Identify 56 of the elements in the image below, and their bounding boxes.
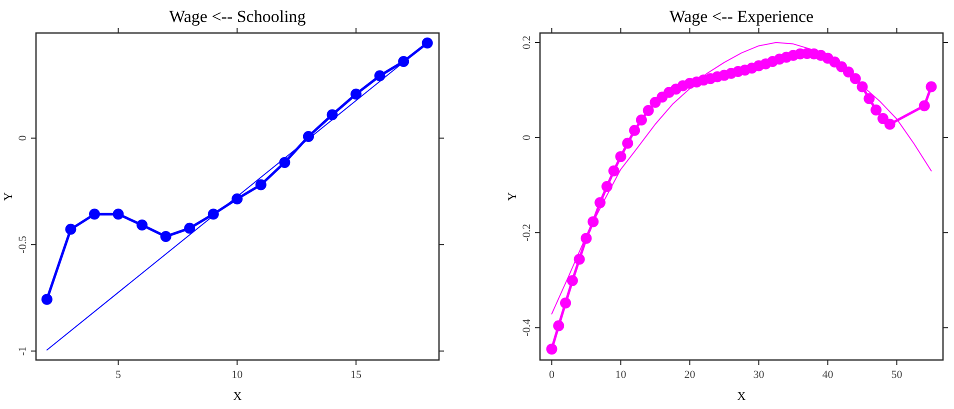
point xyxy=(588,216,599,228)
point xyxy=(136,220,148,231)
point xyxy=(112,208,124,220)
point xyxy=(566,275,578,286)
point xyxy=(279,156,290,168)
point xyxy=(574,254,585,265)
y-tick-label: 0 xyxy=(17,134,29,141)
y-tick-label: 0 xyxy=(521,134,533,140)
point xyxy=(864,93,875,104)
point xyxy=(918,100,930,112)
chart-title: Wage <-- Experience xyxy=(669,7,814,26)
x-tick-label: 40 xyxy=(822,369,834,381)
y-axis-title: Y xyxy=(1,192,15,201)
x-tick-label: 10 xyxy=(232,369,244,381)
point xyxy=(615,151,626,162)
point xyxy=(422,38,433,49)
point xyxy=(877,113,888,124)
x-tick-label: 30 xyxy=(753,369,765,381)
point xyxy=(65,224,76,235)
point xyxy=(884,118,896,130)
point xyxy=(553,320,564,332)
point xyxy=(608,165,620,176)
x-tick-label: 50 xyxy=(891,369,903,381)
point xyxy=(546,344,558,355)
point xyxy=(88,208,100,220)
point xyxy=(255,179,266,190)
y-tick-label: -0.2 xyxy=(521,224,533,242)
point xyxy=(302,130,314,142)
x-axis-title: X xyxy=(737,389,746,403)
point xyxy=(642,104,654,116)
point xyxy=(326,109,338,120)
point xyxy=(232,193,243,204)
x-tick-label: 5 xyxy=(116,369,122,381)
point xyxy=(560,297,572,308)
y-tick-label: -1 xyxy=(17,346,29,356)
point xyxy=(41,294,52,305)
chart-title: Wage <-- Schooling xyxy=(169,7,306,26)
point xyxy=(926,81,937,92)
point xyxy=(374,70,386,82)
point xyxy=(629,124,640,136)
x-tick-label: 15 xyxy=(350,369,362,381)
point xyxy=(622,138,634,149)
y-tick-label: -0.4 xyxy=(521,318,533,336)
y-axis-title: Y xyxy=(505,192,519,201)
point xyxy=(636,114,647,126)
point xyxy=(870,104,882,116)
point xyxy=(350,88,362,100)
point xyxy=(184,222,196,234)
x-tick-label: 10 xyxy=(615,369,627,381)
x-axis-title: X xyxy=(233,389,242,403)
x-tick-label: 20 xyxy=(684,369,696,381)
x-tick-label: 0 xyxy=(548,369,555,381)
point xyxy=(160,231,172,242)
y-tick-label: 0.2 xyxy=(521,36,533,50)
y-tick-label: -0.5 xyxy=(17,235,29,254)
point xyxy=(601,181,612,192)
